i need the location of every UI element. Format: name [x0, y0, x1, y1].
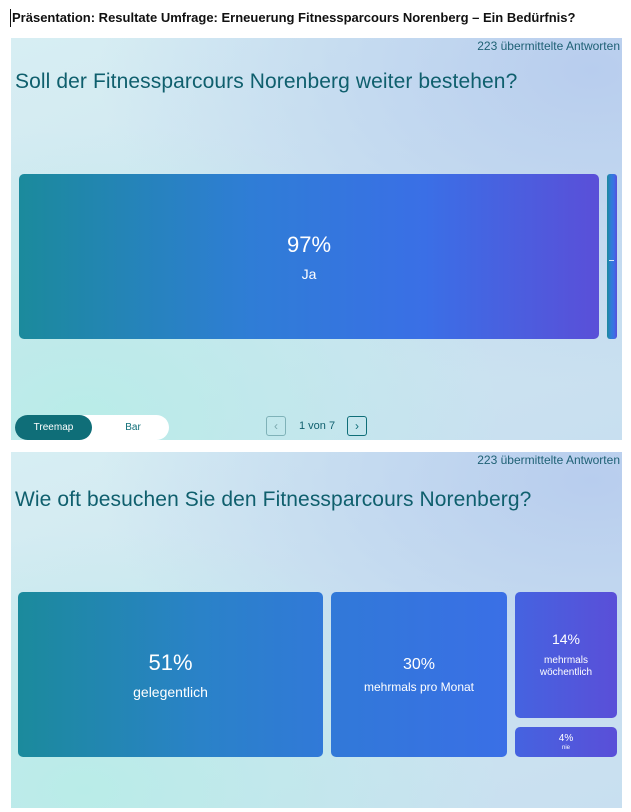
responses-count: 223 übermittelte Antworten	[477, 453, 620, 467]
toggle-treemap[interactable]: Treemap	[15, 415, 92, 440]
tile-percent: 30%	[402, 655, 436, 673]
tile-percent: 97%	[286, 231, 332, 257]
question-title: Wie oft besuchen Sie den Fitnessparcours…	[15, 488, 532, 511]
tile-percent: 4%	[558, 733, 574, 744]
view-toggle: Treemap Bar	[15, 415, 169, 440]
tile-label: mehrmals wöchentlich	[539, 655, 593, 678]
treemap-tile-other[interactable]	[607, 174, 617, 339]
tile-label: gelegentlich	[133, 683, 208, 700]
tile-label: Ja	[301, 265, 317, 282]
treemap-tile-gelegentlich[interactable]: 51% gelegentlich	[18, 592, 323, 757]
tile-label: mehrmals pro Monat	[363, 679, 475, 694]
document-title: Präsentation: Resultate Umfrage: Erneuer…	[10, 9, 631, 27]
page-indicator: 1 von 7	[299, 420, 336, 432]
chevron-left-icon: ‹	[274, 419, 278, 433]
toggle-bar[interactable]: Bar	[125, 422, 141, 433]
responses-count: 223 übermittelte Antworten	[477, 39, 620, 53]
slide-question-1: 223 übermittelte Antworten Soll der Fitn…	[11, 38, 622, 440]
question-title: Soll der Fitnessparcours Norenberg weite…	[15, 70, 518, 93]
treemap-tile-ja[interactable]: 97% Ja	[19, 174, 599, 339]
tile-dash-mark	[609, 260, 614, 261]
treemap-tile-mehrmals-pro-monat[interactable]: 30% mehrmals pro Monat	[331, 592, 507, 757]
chevron-right-icon: ›	[355, 419, 359, 433]
tile-percent: 51%	[148, 649, 193, 675]
treemap-tile-nie[interactable]: 4% nie	[515, 727, 617, 757]
tile-percent: 14%	[551, 631, 581, 647]
slide-question-2: 223 übermittelte Antworten Wie oft besuc…	[11, 452, 622, 808]
next-page-button[interactable]: ›	[347, 416, 367, 436]
prev-page-button[interactable]: ‹	[266, 416, 286, 436]
treemap-tile-mehrmals-woechentlich[interactable]: 14% mehrmals wöchentlich	[515, 592, 617, 718]
tile-label: nie	[561, 745, 570, 751]
